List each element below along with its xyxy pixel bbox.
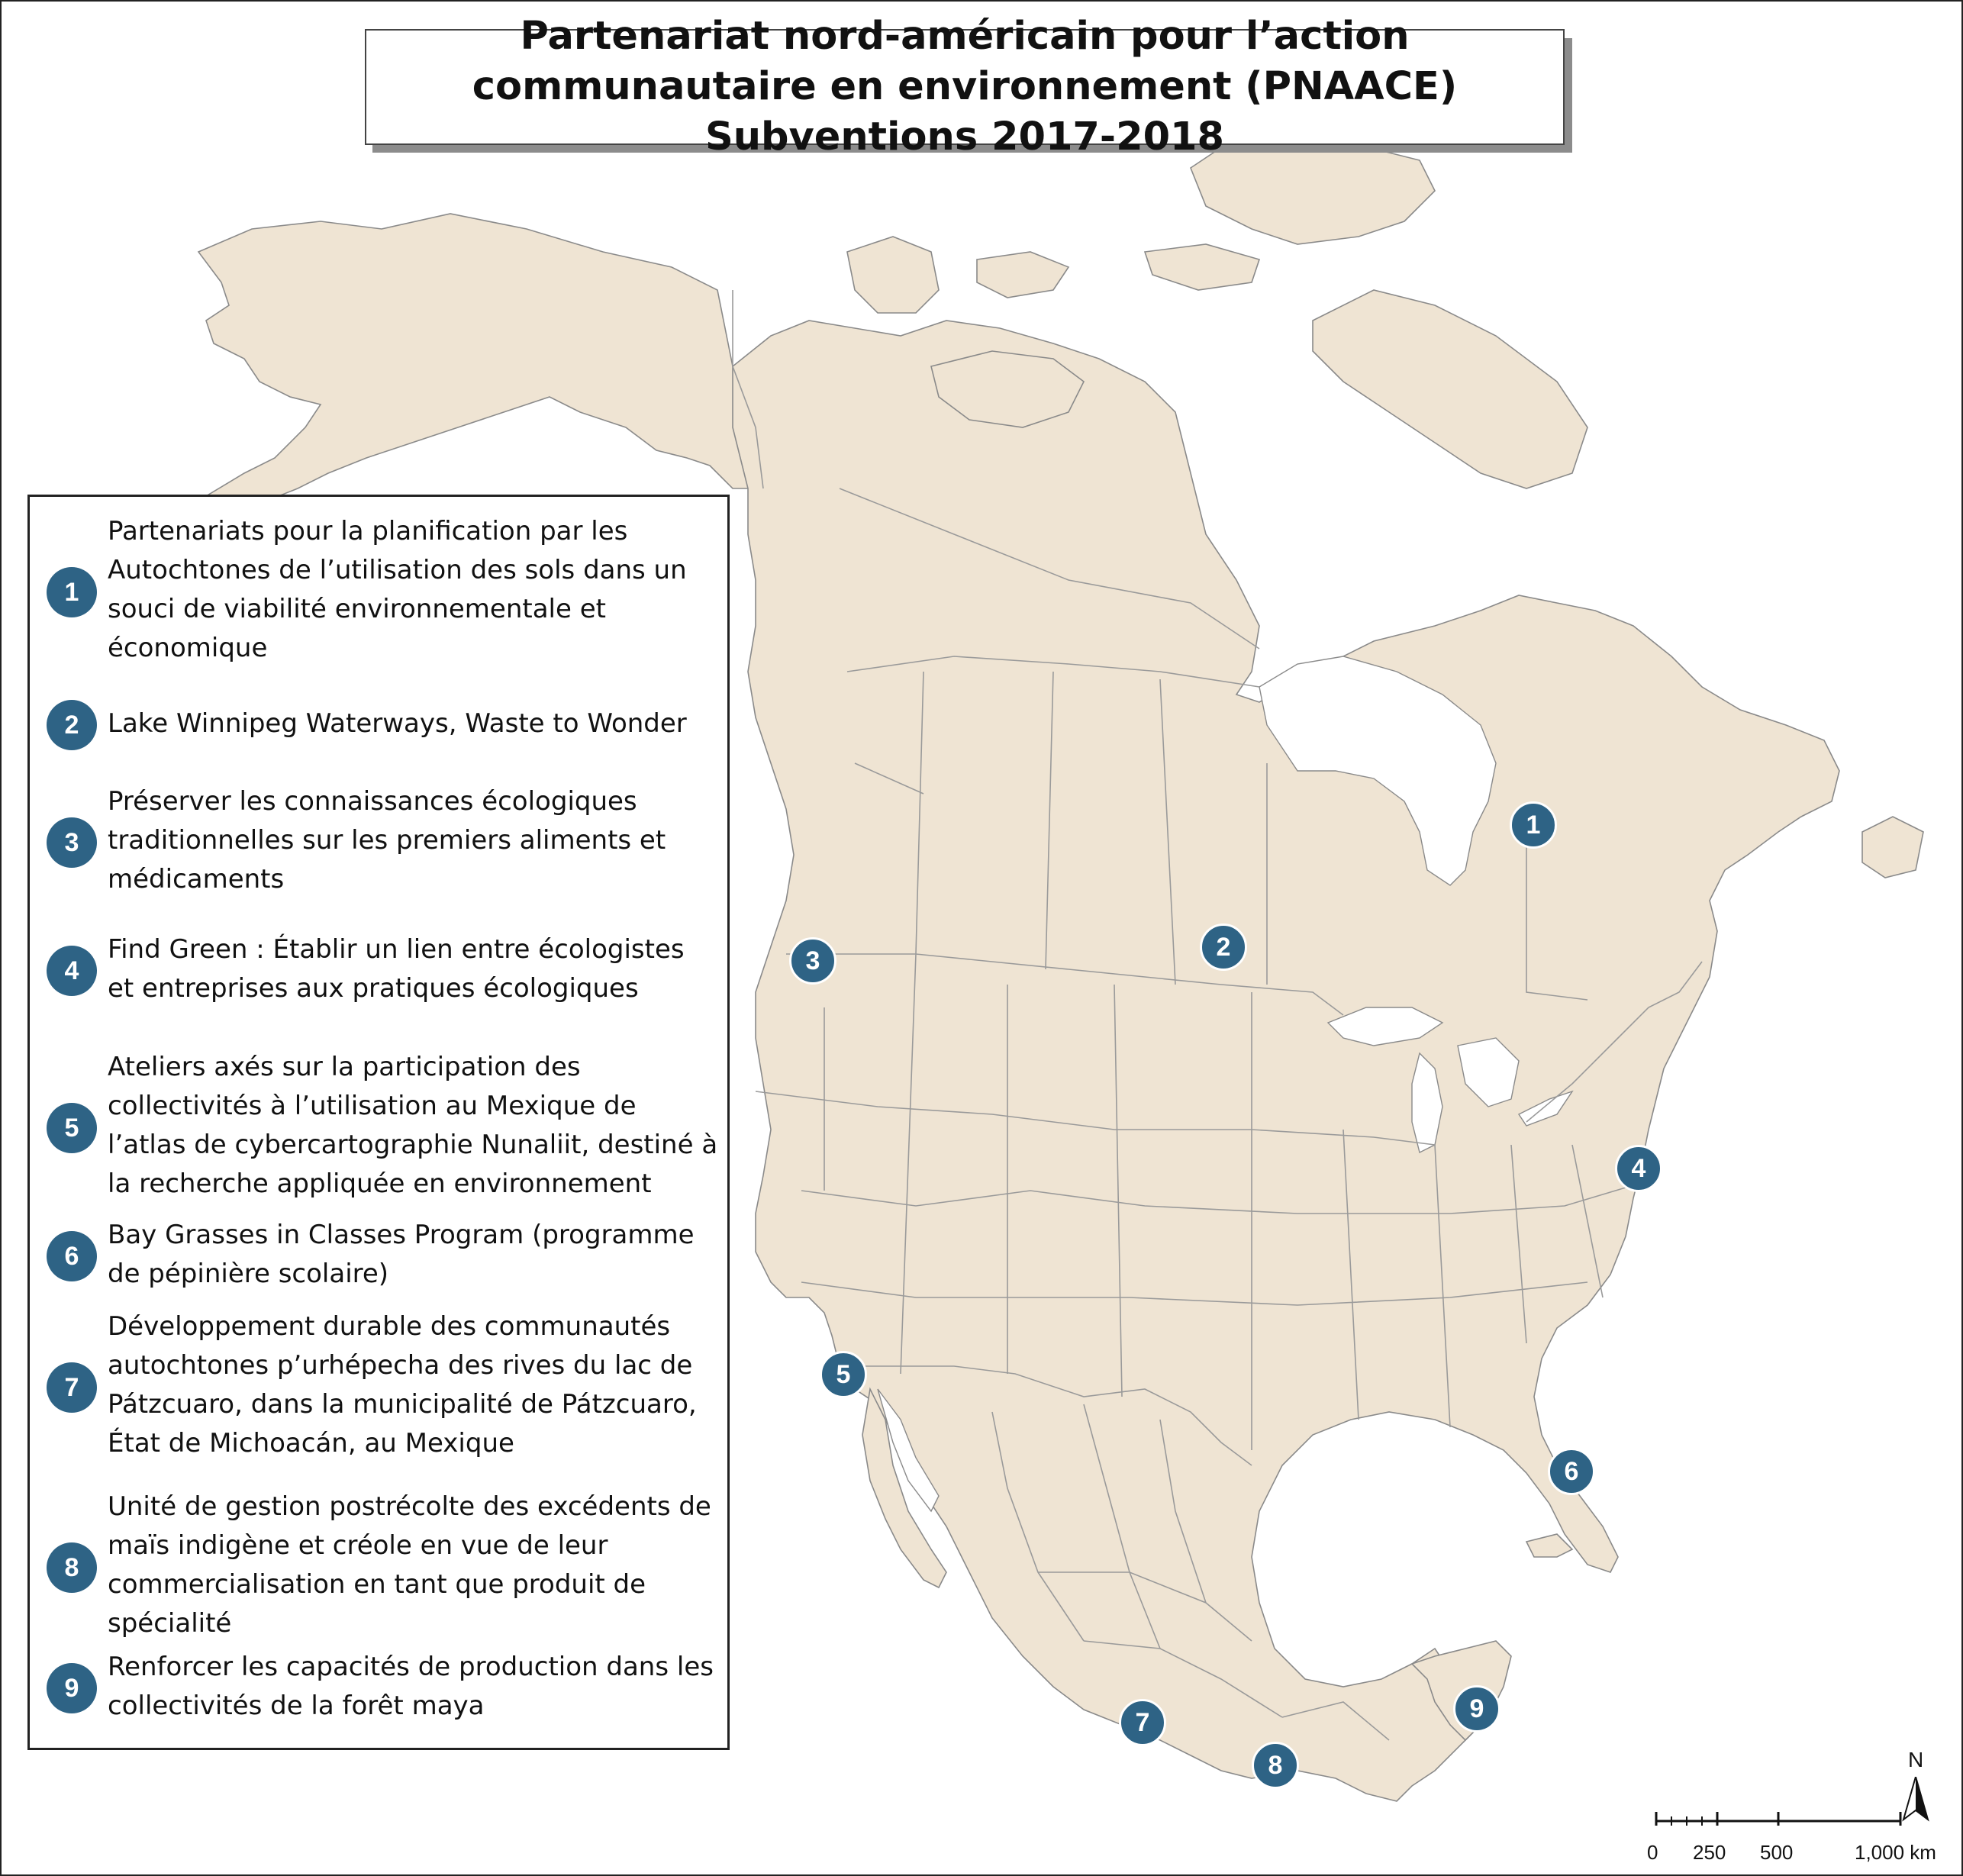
legend-number-badge: 6 — [47, 1231, 97, 1281]
legend-number-badge: 4 — [47, 946, 97, 996]
water-lake-superior — [1326, 1007, 1444, 1046]
land-victoria-island — [930, 350, 1085, 428]
legend-number-badge: 3 — [47, 817, 97, 868]
border-canada-provinces — [839, 488, 1588, 1001]
legend-panel: 1 Partenariats pour la planification par… — [27, 495, 730, 1750]
land-baja — [862, 1387, 947, 1589]
scale-label-250: 250 — [1693, 1841, 1726, 1864]
legend-number-badge: 7 — [47, 1362, 97, 1413]
land-newfoundland — [1861, 816, 1924, 878]
legend-text: Développement durable des communautés au… — [108, 1311, 697, 1459]
legend-number-badge: 5 — [47, 1103, 97, 1153]
border-canada-usa — [786, 953, 1703, 1123]
land-melville-island — [976, 251, 1070, 298]
map-marker-5[interactable]: 5 — [820, 1351, 867, 1398]
legend-number-badge: 2 — [47, 700, 97, 750]
map-marker-4[interactable]: 4 — [1615, 1145, 1662, 1192]
land-cuba-hint — [1525, 1533, 1574, 1558]
legend-text: Unité de gestion postrécolte des excéden… — [108, 1491, 711, 1639]
border-us-states — [755, 953, 1642, 1450]
map-marker-6[interactable]: 6 — [1548, 1448, 1595, 1495]
border-usa-mexico — [862, 1365, 1252, 1466]
border-alaska-canada — [732, 290, 764, 489]
map-marker-9[interactable]: 9 — [1453, 1685, 1500, 1733]
title-box: Partenariat nord-américain pour l’action… — [365, 14, 1565, 160]
map-marker-7[interactable]: 7 — [1119, 1699, 1166, 1746]
land-banks-island — [846, 236, 940, 314]
land-baffin — [1312, 289, 1588, 489]
water-gulf-california — [877, 1388, 940, 1513]
legend-number-badge: 8 — [47, 1542, 97, 1593]
map-marker-1[interactable]: 1 — [1510, 801, 1557, 849]
map-marker-3[interactable]: 3 — [789, 937, 836, 985]
legend-text: Préserver les connaissances écologiques … — [108, 786, 666, 894]
legend-text: Renforcer les capacités de production da… — [108, 1652, 714, 1721]
scale-label-500: 500 — [1760, 1841, 1794, 1864]
land-mainland — [732, 320, 1840, 1802]
legend-text: Find Green : Établir un lien entre écolo… — [108, 934, 685, 1004]
legend-text: Lake Winnipeg Waterways, Waste to Wonder — [108, 708, 687, 739]
map-marker-2[interactable]: 2 — [1200, 923, 1247, 971]
scale-label-0: 0 — [1647, 1841, 1658, 1864]
legend-number-badge: 9 — [47, 1663, 97, 1713]
legend-text: Partenariats pour la planification par l… — [108, 516, 687, 663]
water-hudson-bay — [1259, 656, 1497, 886]
legend-text: Bay Grasses in Classes Program (programm… — [108, 1220, 695, 1289]
land-alaska — [182, 213, 810, 535]
map-marker-8[interactable]: 8 — [1252, 1742, 1299, 1789]
scale-bar — [1655, 1812, 1902, 1826]
water-lake-huron — [1457, 1037, 1520, 1107]
border-mexico-states — [991, 1404, 1390, 1741]
legend-text: Ateliers axés sur la participation des c… — [108, 1052, 718, 1199]
land-devon-island — [1143, 243, 1261, 291]
map-title: Partenariat nord-américain pour l’action… — [472, 14, 1458, 160]
north-label: N — [1908, 1748, 1924, 1771]
water-lake-michigan — [1411, 1052, 1443, 1154]
scale-label-1000: 1,000 km — [1855, 1841, 1936, 1864]
north-arrow-icon — [1902, 1777, 1929, 1822]
legend-number-badge: 1 — [47, 567, 97, 617]
